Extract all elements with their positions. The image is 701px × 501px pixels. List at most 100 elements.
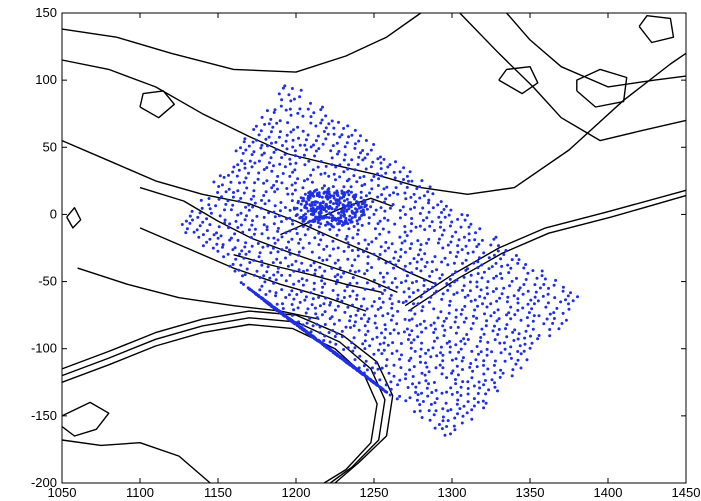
scatter-point: [320, 216, 324, 220]
scatter-point: [529, 334, 532, 338]
scatter-point: [484, 324, 488, 328]
scatter-point: [445, 390, 449, 394]
scatter-point: [438, 276, 442, 280]
scatter-point: [434, 409, 438, 413]
contour-line: [280, 197, 393, 236]
scatter-point: [524, 278, 528, 281]
scatter-point: [253, 161, 257, 165]
scatter-point: [294, 227, 298, 231]
scatter-point: [266, 265, 270, 269]
scatter-point: [362, 250, 365, 254]
scatter-point: [322, 184, 326, 188]
scatter-point: [416, 393, 420, 397]
scatter-point: [356, 248, 360, 252]
scatter-point: [306, 307, 310, 311]
scatter-point: [242, 256, 246, 260]
scatter-point: [411, 375, 415, 378]
scatter-point: [296, 111, 300, 115]
scatter-point: [392, 374, 396, 378]
scatter-point: [524, 263, 528, 266]
scatter-point: [283, 165, 287, 169]
scatter-point: [423, 290, 427, 294]
scatter-point: [264, 293, 268, 296]
scatter-point: [297, 268, 301, 272]
scatter-point: [288, 252, 292, 256]
scatter-point: [274, 148, 278, 152]
scatter-point: [449, 208, 453, 212]
scatter-point: [267, 135, 271, 139]
scatter-point: [320, 118, 324, 122]
scatter-point: [267, 161, 271, 165]
scatter-point: [393, 277, 397, 280]
scatter-point: [309, 291, 313, 295]
scatter-point: [462, 284, 466, 288]
scatter-point: [275, 179, 279, 183]
scatter-point: [323, 334, 327, 338]
scatter-point: [463, 304, 467, 308]
scatter-point: [291, 222, 294, 226]
scatter-point: [292, 321, 296, 325]
scatter-point: [268, 276, 272, 280]
scatter-point: [496, 333, 500, 336]
scatter-point: [384, 197, 388, 201]
scatter-point: [401, 301, 405, 305]
scatter-point: [292, 297, 296, 301]
scatter-point: [384, 364, 388, 368]
scatter-point: [475, 245, 479, 249]
scatter-point: [398, 394, 402, 398]
scatter-point: [262, 215, 266, 219]
scatter-point: [391, 314, 395, 318]
scatter-point: [345, 209, 349, 213]
scatter-point: [361, 372, 365, 376]
scatter-point: [317, 231, 321, 235]
scatter-point: [363, 200, 367, 204]
scatter-point: [417, 381, 421, 385]
scatter-point: [412, 257, 416, 261]
scatter-point: [427, 198, 431, 202]
scatter-point: [253, 181, 257, 185]
scatter-point: [554, 278, 558, 282]
scatter-point: [366, 152, 370, 156]
scatter-point: [376, 195, 380, 199]
scatter-point: [323, 171, 327, 175]
scatter-point: [223, 208, 226, 212]
scatter-point: [306, 177, 309, 181]
scatter-point: [413, 206, 416, 209]
scatter-point: [359, 196, 363, 200]
scatter-point: [472, 384, 476, 388]
scatter-point: [450, 220, 454, 224]
scatter-point: [464, 244, 468, 248]
scatter-point: [528, 346, 532, 350]
scatter-point: [302, 153, 306, 157]
scatter-point: [482, 406, 486, 410]
scatter-point: [286, 121, 290, 125]
scatter-point: [499, 351, 503, 355]
scatter-point: [331, 214, 335, 218]
scatter-point: [363, 182, 367, 186]
scatter-point: [358, 354, 362, 358]
scatter-point: [475, 316, 479, 320]
scatter-point: [496, 308, 500, 312]
scatter-point: [324, 209, 328, 213]
scatter-point: [252, 232, 256, 236]
scatter-point: [430, 391, 434, 394]
scatter-point: [328, 317, 332, 321]
scatter-point: [305, 148, 308, 152]
scatter-point: [476, 400, 480, 404]
scatter-point: [483, 379, 487, 382]
scatter-point: [256, 242, 260, 245]
scatter-point: [463, 295, 467, 299]
scatter-point: [336, 199, 340, 203]
scatter-point: [272, 273, 276, 277]
scatter-point: [477, 256, 481, 260]
scatter-point: [280, 220, 283, 224]
x-tick-label: 1050: [48, 485, 77, 500]
scatter-point: [280, 248, 284, 252]
scatter-point: [264, 300, 268, 304]
scatter-point: [356, 163, 360, 166]
scatter-point: [403, 225, 407, 228]
scatter-point: [358, 176, 362, 180]
scatter-point: [328, 340, 332, 344]
scatter-point: [337, 120, 340, 124]
x-tick-label: 1350: [516, 485, 545, 500]
